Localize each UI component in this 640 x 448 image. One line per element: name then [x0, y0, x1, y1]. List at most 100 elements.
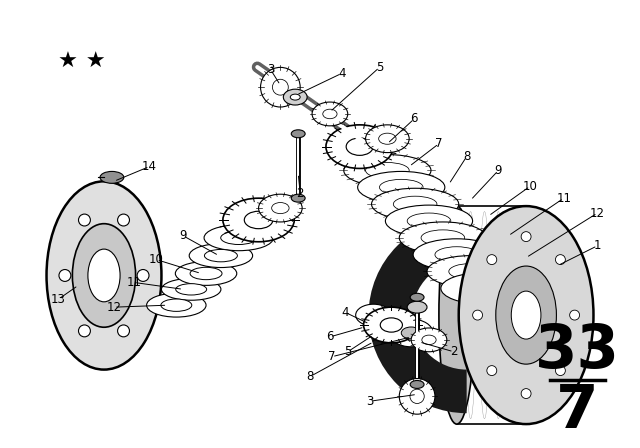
Ellipse shape — [411, 328, 447, 352]
Ellipse shape — [570, 310, 580, 320]
Ellipse shape — [379, 133, 396, 144]
Ellipse shape — [260, 67, 300, 107]
Text: 7: 7 — [435, 137, 443, 150]
Ellipse shape — [511, 291, 541, 339]
Ellipse shape — [137, 270, 149, 281]
Text: 8: 8 — [307, 370, 314, 383]
Text: ★ ★: ★ ★ — [58, 52, 106, 71]
Text: 10: 10 — [523, 180, 538, 193]
Text: 6: 6 — [410, 112, 418, 125]
Text: 6: 6 — [326, 330, 333, 344]
Ellipse shape — [365, 163, 409, 178]
Ellipse shape — [385, 205, 472, 237]
Text: 5: 5 — [376, 61, 383, 74]
Ellipse shape — [487, 254, 497, 265]
Text: 14: 14 — [142, 160, 157, 173]
Ellipse shape — [223, 198, 294, 242]
Text: 11: 11 — [126, 276, 141, 289]
Ellipse shape — [389, 319, 433, 347]
Ellipse shape — [118, 325, 129, 337]
Ellipse shape — [413, 239, 500, 271]
Ellipse shape — [47, 181, 161, 370]
Ellipse shape — [380, 318, 403, 332]
Text: 12: 12 — [106, 301, 122, 314]
Text: 9: 9 — [179, 229, 187, 242]
Ellipse shape — [556, 254, 565, 265]
Ellipse shape — [221, 231, 257, 245]
Text: 12: 12 — [590, 207, 605, 220]
Text: 5: 5 — [344, 345, 351, 358]
Text: 8: 8 — [463, 150, 470, 163]
Ellipse shape — [79, 214, 90, 226]
Ellipse shape — [189, 244, 253, 267]
Ellipse shape — [59, 270, 71, 281]
Ellipse shape — [472, 310, 483, 320]
Ellipse shape — [407, 301, 427, 313]
Ellipse shape — [410, 389, 424, 404]
Ellipse shape — [496, 266, 556, 364]
Ellipse shape — [118, 214, 129, 226]
Ellipse shape — [291, 194, 305, 202]
Ellipse shape — [410, 380, 424, 388]
Ellipse shape — [284, 89, 307, 105]
Text: 3: 3 — [366, 395, 373, 408]
Text: 1: 1 — [594, 239, 601, 252]
Text: 2: 2 — [450, 345, 458, 358]
Ellipse shape — [161, 299, 192, 311]
Text: 2: 2 — [296, 187, 304, 200]
Text: 11: 11 — [556, 192, 572, 205]
Ellipse shape — [556, 366, 565, 375]
Text: 10: 10 — [149, 253, 164, 266]
Ellipse shape — [100, 172, 124, 183]
Ellipse shape — [427, 256, 514, 287]
Ellipse shape — [291, 130, 305, 138]
Ellipse shape — [326, 125, 394, 168]
Ellipse shape — [439, 206, 475, 424]
Ellipse shape — [273, 79, 288, 95]
Ellipse shape — [459, 206, 593, 424]
Ellipse shape — [259, 194, 302, 222]
Ellipse shape — [323, 109, 337, 119]
Ellipse shape — [175, 262, 237, 285]
Ellipse shape — [521, 388, 531, 399]
Text: 7: 7 — [556, 382, 599, 441]
Ellipse shape — [356, 304, 391, 326]
Text: 4: 4 — [338, 67, 346, 80]
Ellipse shape — [147, 293, 206, 317]
Ellipse shape — [358, 172, 445, 203]
Ellipse shape — [449, 263, 492, 280]
Ellipse shape — [435, 247, 479, 263]
Ellipse shape — [394, 196, 437, 212]
Ellipse shape — [365, 125, 409, 153]
Text: 33: 33 — [535, 322, 620, 381]
Text: 3: 3 — [267, 63, 274, 76]
Ellipse shape — [399, 222, 486, 254]
Ellipse shape — [421, 230, 465, 246]
Ellipse shape — [521, 232, 531, 241]
Ellipse shape — [79, 325, 90, 337]
Text: 4: 4 — [341, 306, 349, 319]
Ellipse shape — [88, 249, 120, 302]
Ellipse shape — [312, 102, 348, 126]
Ellipse shape — [271, 202, 289, 214]
Ellipse shape — [401, 327, 421, 339]
Ellipse shape — [410, 293, 424, 301]
Ellipse shape — [372, 188, 459, 220]
Text: 13: 13 — [51, 293, 66, 306]
Ellipse shape — [244, 211, 273, 228]
Ellipse shape — [190, 267, 222, 280]
Ellipse shape — [407, 213, 451, 229]
Text: 7: 7 — [328, 350, 335, 363]
Ellipse shape — [344, 155, 431, 186]
Wedge shape — [369, 217, 467, 413]
Ellipse shape — [463, 280, 506, 296]
Ellipse shape — [487, 366, 497, 375]
Ellipse shape — [380, 179, 423, 195]
Ellipse shape — [346, 138, 373, 155]
Ellipse shape — [399, 379, 435, 414]
Ellipse shape — [291, 94, 300, 100]
Ellipse shape — [364, 307, 419, 343]
Ellipse shape — [161, 279, 221, 300]
Ellipse shape — [204, 250, 237, 262]
Ellipse shape — [176, 284, 207, 295]
